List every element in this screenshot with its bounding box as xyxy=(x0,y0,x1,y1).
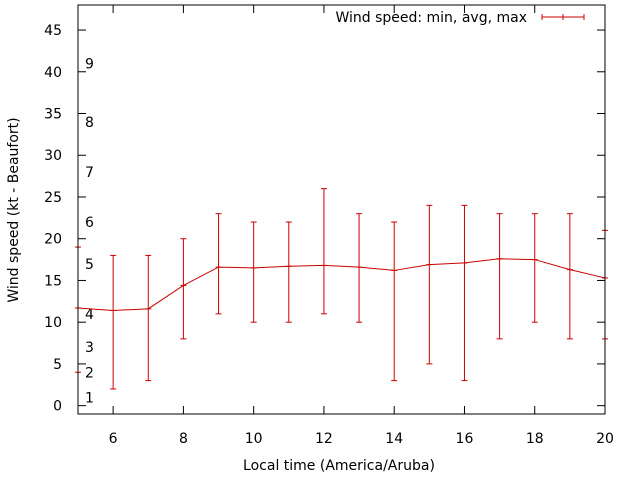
x-tick-label: 20 xyxy=(596,431,614,447)
plot-frame xyxy=(77,4,606,415)
beaufort-label: 5 xyxy=(85,257,94,273)
beaufort-label: 7 xyxy=(85,165,94,181)
y-tick-label: 10 xyxy=(44,315,62,331)
beaufort-label: 4 xyxy=(85,307,94,323)
avg-line xyxy=(77,258,606,311)
error-bar xyxy=(426,204,433,365)
error-bar xyxy=(461,204,468,382)
beaufort-label: 9 xyxy=(85,56,94,72)
error-bar xyxy=(110,254,117,390)
beaufort-label: 2 xyxy=(85,365,94,381)
error-bar xyxy=(566,213,573,340)
beaufort-label: 6 xyxy=(85,215,94,231)
data-series xyxy=(75,188,608,390)
y-tick-label: 15 xyxy=(44,273,62,289)
y-tick-label: 0 xyxy=(53,399,62,415)
y-tick-label: 25 xyxy=(44,190,62,206)
error-bar xyxy=(215,213,222,315)
x-tick-label: 12 xyxy=(315,431,333,447)
error-bar xyxy=(145,254,152,382)
y-tick-label: 40 xyxy=(44,65,62,81)
y-tick-label: 5 xyxy=(53,357,62,373)
error-bar xyxy=(320,188,327,315)
y-axis-title: Wind speed (kt - Beaufort) xyxy=(6,117,22,302)
error-bar xyxy=(496,213,503,340)
x-tick-label: 16 xyxy=(456,431,474,447)
beaufort-label: 3 xyxy=(85,340,94,356)
beaufort-label: 1 xyxy=(85,390,94,406)
x-tick-label: 6 xyxy=(109,431,118,447)
y-tick-label: 30 xyxy=(44,148,62,164)
error-bar xyxy=(250,221,257,323)
error-bar xyxy=(285,221,292,323)
x-tick-label: 8 xyxy=(179,431,188,447)
beaufort-label: 8 xyxy=(85,115,94,131)
y-tick-label: 20 xyxy=(44,232,62,248)
error-bar xyxy=(180,238,187,340)
x-tick-label: 18 xyxy=(526,431,544,447)
y-tick-label: 35 xyxy=(44,107,62,123)
legend-label: Wind speed: min, avg, max xyxy=(335,10,527,26)
error-bar xyxy=(531,213,538,323)
error-bar xyxy=(356,213,363,323)
error-bar xyxy=(391,221,398,382)
x-axis-title: Local time (America/Aruba) xyxy=(243,458,435,474)
x-tick-label: 10 xyxy=(245,431,263,447)
x-tick-label: 14 xyxy=(385,431,403,447)
y-tick-label: 45 xyxy=(44,23,62,39)
beaufort-scale: 1 2 3 4 5 6 7 8 9 xyxy=(85,56,94,406)
legend: Wind speed: min, avg, max xyxy=(335,10,585,26)
